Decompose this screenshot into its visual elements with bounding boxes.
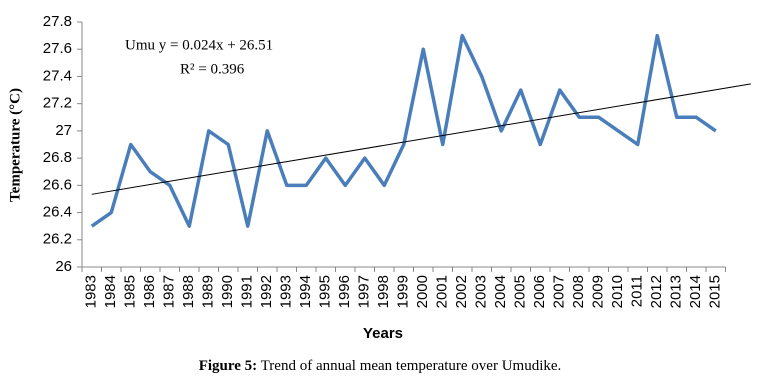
x-tick-label: 1987 (161, 275, 178, 308)
x-tick-label: 1993 (278, 275, 295, 308)
y-tick-label: 27 (55, 122, 72, 139)
y-tick-label: 27.4 (43, 67, 72, 84)
x-tick-label: 2012 (648, 275, 665, 308)
x-tick-label: 2001 (434, 275, 451, 308)
equation: Umu y = 0.024x + 26.51 (125, 37, 273, 53)
y-tick-label: 26.8 (43, 149, 72, 166)
x-tick-label: 2013 (668, 275, 685, 308)
x-tick-label: 1988 (180, 275, 197, 308)
x-tick-label: 1989 (200, 275, 217, 308)
x-tick-label: 1992 (258, 275, 275, 308)
y-tick-label: 26.2 (43, 231, 72, 248)
x-tick-label: 1990 (219, 275, 236, 308)
y-tick-label: 27.8 (43, 13, 72, 30)
x-tick-label: 1998 (375, 275, 392, 308)
caption: Figure 5: Trend of annual mean temperatu… (199, 358, 562, 374)
x-tick-label: 2014 (687, 275, 704, 308)
x-tick-label: 2010 (609, 275, 626, 308)
x-tick-label: 2004 (492, 275, 509, 308)
x-tick-label: 2002 (453, 275, 470, 308)
x-tick-label: 1997 (356, 275, 373, 308)
x-tick-label: 2000 (414, 275, 431, 308)
x-tick-label: 2005 (512, 275, 529, 308)
caption-text: Trend of annual mean temperature over Um… (261, 358, 562, 374)
y-tick-label: 27.6 (43, 40, 72, 57)
y-tick-label: 26 (55, 258, 72, 275)
x-tick-label: 1983 (83, 275, 100, 308)
x-tick-label: 1999 (395, 275, 412, 308)
y-tick-label: 26.6 (43, 176, 72, 193)
x-tick-label: 1994 (297, 275, 314, 308)
trendline (91, 83, 751, 195)
data-line (90, 33, 717, 228)
x-axis-title: Years (363, 325, 403, 342)
x-tick-label: 2008 (570, 275, 587, 308)
x-tick-label: 1996 (336, 275, 353, 308)
caption-label: Figure 5: (199, 358, 257, 374)
r-squared: R² = 0.396 (180, 61, 245, 77)
x-tick-label: 2007 (551, 275, 568, 308)
y-tick-label: 26.4 (43, 204, 72, 221)
x-tick-label: 2011 (629, 275, 646, 307)
x-tick-label: 2015 (707, 275, 724, 308)
x-tick-label: 2003 (473, 275, 490, 308)
x-tick-label: 1984 (102, 275, 119, 308)
x-tick-label: 1986 (141, 275, 158, 308)
x-tick-label: 1985 (122, 275, 139, 308)
x-tick-label: 1991 (239, 275, 256, 308)
x-tick-label: 1995 (317, 275, 334, 308)
x-tick-label: 2006 (531, 275, 548, 308)
x-tick-label: 2009 (590, 275, 607, 308)
y-tick-label: 27.2 (43, 95, 72, 112)
y-axis-title: Temperature (°C) (7, 88, 23, 202)
